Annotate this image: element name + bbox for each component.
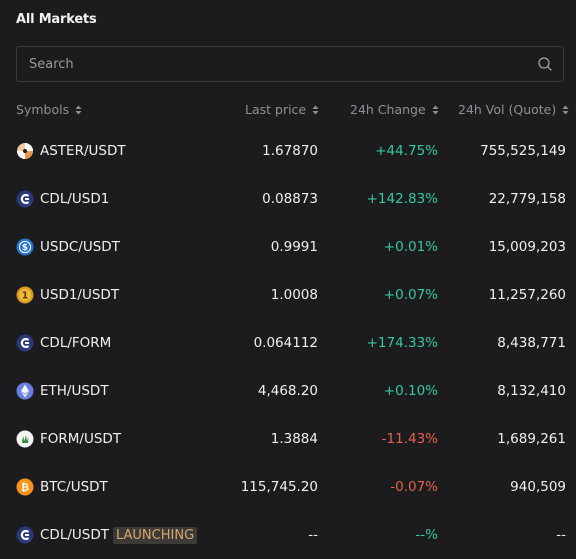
- table-row[interactable]: CDL/FORM 0.064112 +174.33% 8,438,771: [0, 320, 576, 368]
- change-value: -0.07%: [390, 479, 438, 495]
- column-last-price-label: Last price: [245, 102, 307, 117]
- last-price: --: [308, 527, 318, 543]
- change-value: -11.43%: [381, 431, 438, 447]
- change-value: +0.10%: [383, 383, 438, 399]
- symbol-label: ETH/USDT: [40, 383, 109, 399]
- change-value: +142.83%: [366, 191, 438, 207]
- symbol-label: FORM/USDT: [40, 431, 122, 447]
- sort-icon: [432, 105, 439, 114]
- symbol-label: USD1/USDT: [40, 287, 120, 303]
- column-24h-volume[interactable]: 24h Vol (Quote): [458, 102, 569, 117]
- volume-value: 8,132,410: [497, 383, 566, 399]
- last-price: 0.9991: [270, 239, 318, 255]
- symbol-label: CDL/USDT LAUNCHING: [40, 527, 198, 544]
- eth-icon: [16, 382, 34, 400]
- change-value: +44.75%: [375, 143, 438, 159]
- volume-value: 8,438,771: [497, 335, 566, 351]
- symbol-label: CDL/FORM: [40, 335, 112, 351]
- last-price: 0.08873: [262, 191, 318, 207]
- symbol-label: BTC/USDT: [40, 479, 108, 495]
- search-icon[interactable]: [537, 56, 553, 72]
- symbol-label: ASTER/USDT: [40, 143, 126, 159]
- volume-value: 15,009,203: [488, 239, 566, 255]
- sort-icon: [312, 105, 319, 114]
- volume-value: 755,525,149: [480, 143, 566, 159]
- symbol-label: USDC/USDT: [40, 239, 120, 255]
- usd1-icon: 1: [16, 286, 34, 304]
- svg-text:1: 1: [22, 291, 29, 302]
- change-value: +174.33%: [366, 335, 438, 351]
- table-row[interactable]: CDL/USD1 0.08873 +142.83% 22,779,158: [0, 176, 576, 224]
- cdl-icon: [16, 334, 34, 352]
- volume-value: --: [556, 527, 566, 543]
- last-price: 4,468.20: [257, 383, 318, 399]
- cdl-icon: [16, 190, 34, 208]
- table-row[interactable]: ₿ BTC/USDT 115,745.20 -0.07% 940,509: [0, 464, 576, 512]
- sort-icon: [562, 105, 569, 114]
- last-price: 1.3884: [270, 431, 318, 447]
- launching-badge: LAUNCHING: [112, 527, 198, 544]
- sort-icon: [75, 105, 82, 114]
- search-input[interactable]: [17, 47, 517, 81]
- change-value: +0.01%: [383, 239, 438, 255]
- volume-value: 11,257,260: [488, 287, 566, 303]
- last-price: 0.064112: [253, 335, 318, 351]
- table-header: Symbols Last price 24h Change 24h Vol (Q…: [16, 100, 569, 120]
- change-value: +0.07%: [383, 287, 438, 303]
- btc-icon: ₿: [16, 478, 34, 496]
- last-price: 1.0008: [270, 287, 318, 303]
- page-title: All Markets: [16, 12, 97, 27]
- usdc-icon: $: [16, 238, 34, 256]
- table-row[interactable]: ETH/USDT 4,468.20 +0.10% 8,132,410: [0, 368, 576, 416]
- search-box: [16, 46, 564, 82]
- svg-text:$: $: [22, 243, 28, 253]
- volume-value: 1,689,261: [497, 431, 566, 447]
- column-24h-change-label: 24h Change: [350, 102, 426, 117]
- table-row[interactable]: CDL/USDT LAUNCHING -- --% --: [0, 512, 576, 559]
- last-price: 115,745.20: [240, 479, 318, 495]
- column-24h-volume-label: 24h Vol (Quote): [458, 102, 557, 117]
- last-price: 1.67870: [262, 143, 318, 159]
- column-last-price[interactable]: Last price: [245, 102, 319, 117]
- table-row[interactable]: ASTER/USDT 1.67870 +44.75% 755,525,149: [0, 128, 576, 176]
- symbol-label: CDL/USD1: [40, 191, 110, 207]
- market-list: ASTER/USDT 1.67870 +44.75% 755,525,149 C…: [0, 128, 576, 559]
- form-icon: [16, 430, 34, 448]
- column-symbols-label: Symbols: [16, 102, 70, 117]
- table-row[interactable]: FORM/USDT 1.3884 -11.43% 1,689,261: [0, 416, 576, 464]
- volume-value: 22,779,158: [488, 191, 566, 207]
- change-value: --%: [415, 527, 438, 543]
- column-24h-change[interactable]: 24h Change: [350, 102, 439, 117]
- aster-icon: [17, 143, 33, 159]
- column-symbols[interactable]: Symbols: [16, 102, 82, 117]
- table-row[interactable]: $ USDC/USDT 0.9991 +0.01% 15,009,203: [0, 224, 576, 272]
- volume-value: 940,509: [510, 479, 566, 495]
- cdl-icon: [16, 526, 34, 544]
- table-row[interactable]: 1 USD1/USDT 1.0008 +0.07% 11,257,260: [0, 272, 576, 320]
- svg-text:₿: ₿: [21, 482, 29, 494]
